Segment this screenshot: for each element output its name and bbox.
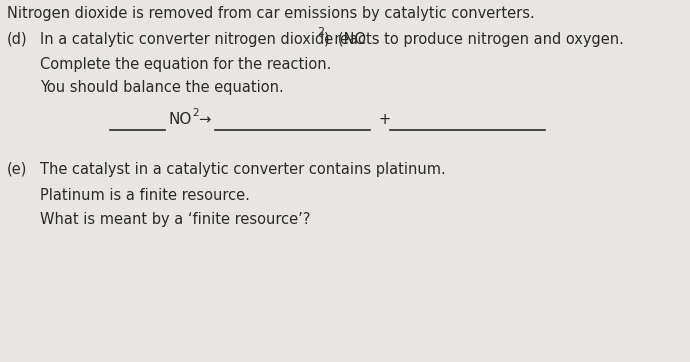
Text: →: →	[198, 112, 210, 127]
Text: NO: NO	[168, 112, 191, 127]
Text: The catalyst in a catalytic converter contains platinum.: The catalyst in a catalytic converter co…	[40, 162, 446, 177]
Text: Complete the equation for the reaction.: Complete the equation for the reaction.	[40, 57, 331, 72]
Text: You should balance the equation.: You should balance the equation.	[40, 80, 284, 95]
Text: 2: 2	[192, 108, 199, 118]
Text: Platinum is a finite resource.: Platinum is a finite resource.	[40, 188, 250, 203]
Text: +: +	[378, 112, 390, 127]
Text: (d): (d)	[7, 32, 28, 47]
Text: Nitrogen dioxide is removed from car emissions by catalytic converters.: Nitrogen dioxide is removed from car emi…	[7, 6, 535, 21]
Text: (e): (e)	[7, 162, 28, 177]
Text: In a catalytic converter nitrogen dioxide (NO: In a catalytic converter nitrogen dioxid…	[40, 32, 366, 47]
Text: ) reacts to produce nitrogen and oxygen.: ) reacts to produce nitrogen and oxygen.	[324, 32, 624, 47]
Text: What is meant by a ‘finite resource’?: What is meant by a ‘finite resource’?	[40, 212, 310, 227]
Text: 2: 2	[317, 27, 324, 37]
